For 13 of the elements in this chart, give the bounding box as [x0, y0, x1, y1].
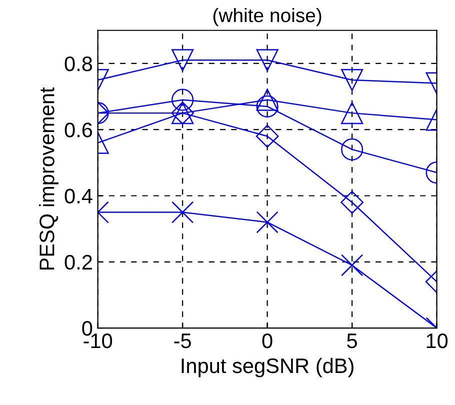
x-tick-label: 10 [426, 333, 448, 348]
y-tick-label: 0 [82, 321, 92, 336]
y-tick-label: 0.2 [64, 254, 92, 270]
x-axis-title: Input segSNR (dB) [182, 358, 354, 378]
x-tick-label: -10 [84, 333, 112, 348]
x-tick-label: 0 [262, 333, 272, 348]
y-tick-label: 0.4 [64, 188, 92, 204]
chart-title: (white noise) [213, 8, 322, 26]
x-tick-label: -5 [174, 334, 191, 348]
y-tick-label: 0.6 [64, 122, 92, 138]
x-tick-label: 5 [347, 334, 357, 348]
y-tick-label: 0.8 [64, 56, 92, 72]
y-axis-title: PESQ improvement [39, 87, 58, 270]
